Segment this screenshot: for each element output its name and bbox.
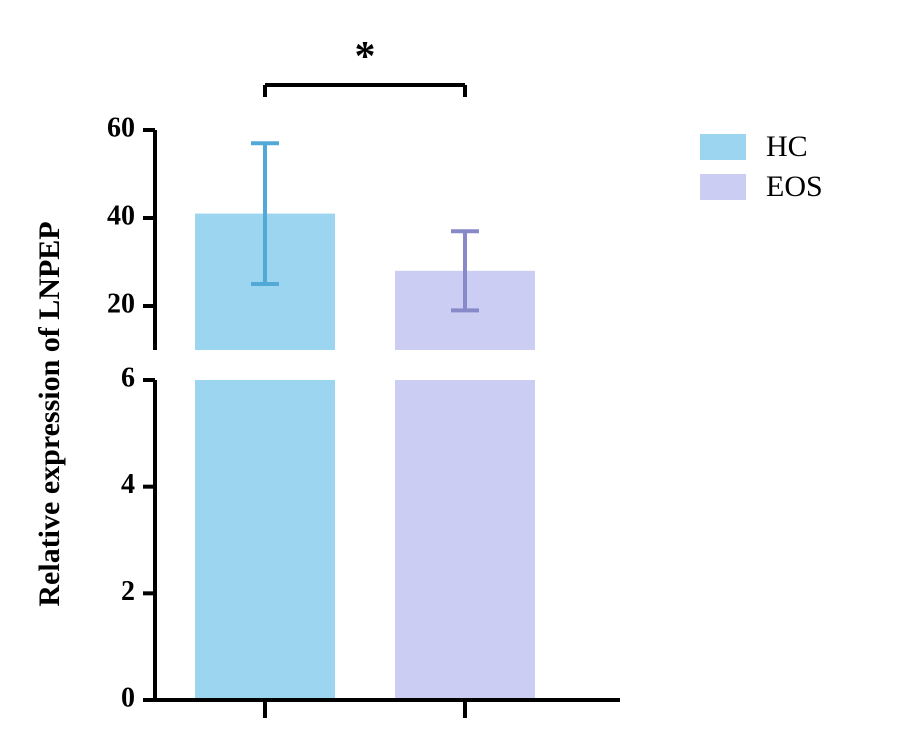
y-axis-label: Relative expression of LNPEP	[33, 174, 67, 654]
y-tick-label: 40	[107, 200, 135, 231]
y-tick-label: 20	[107, 288, 135, 319]
bar-chart: 20 40 60 0 2 4 6	[0, 0, 913, 748]
legend-label: EOS	[766, 170, 823, 204]
legend-label: HC	[766, 130, 808, 164]
y-tick-label: 4	[121, 469, 135, 500]
legend: HC EOS	[700, 130, 823, 210]
legend-item: EOS	[700, 170, 823, 204]
legend-item: HC	[700, 130, 823, 164]
bar-lower	[195, 380, 335, 700]
legend-swatch	[700, 174, 746, 200]
y-tick-label: 2	[121, 576, 135, 607]
y-tick-label: 0	[121, 682, 135, 713]
y-tick-label: 60	[107, 112, 135, 143]
significance-star: *	[335, 33, 395, 81]
y-tick-label: 6	[121, 362, 135, 393]
chart-container: Relative expression of LNPEP * 20 40 60 0 2 4…	[0, 0, 913, 748]
legend-swatch	[700, 134, 746, 160]
bar-lower	[395, 380, 535, 700]
